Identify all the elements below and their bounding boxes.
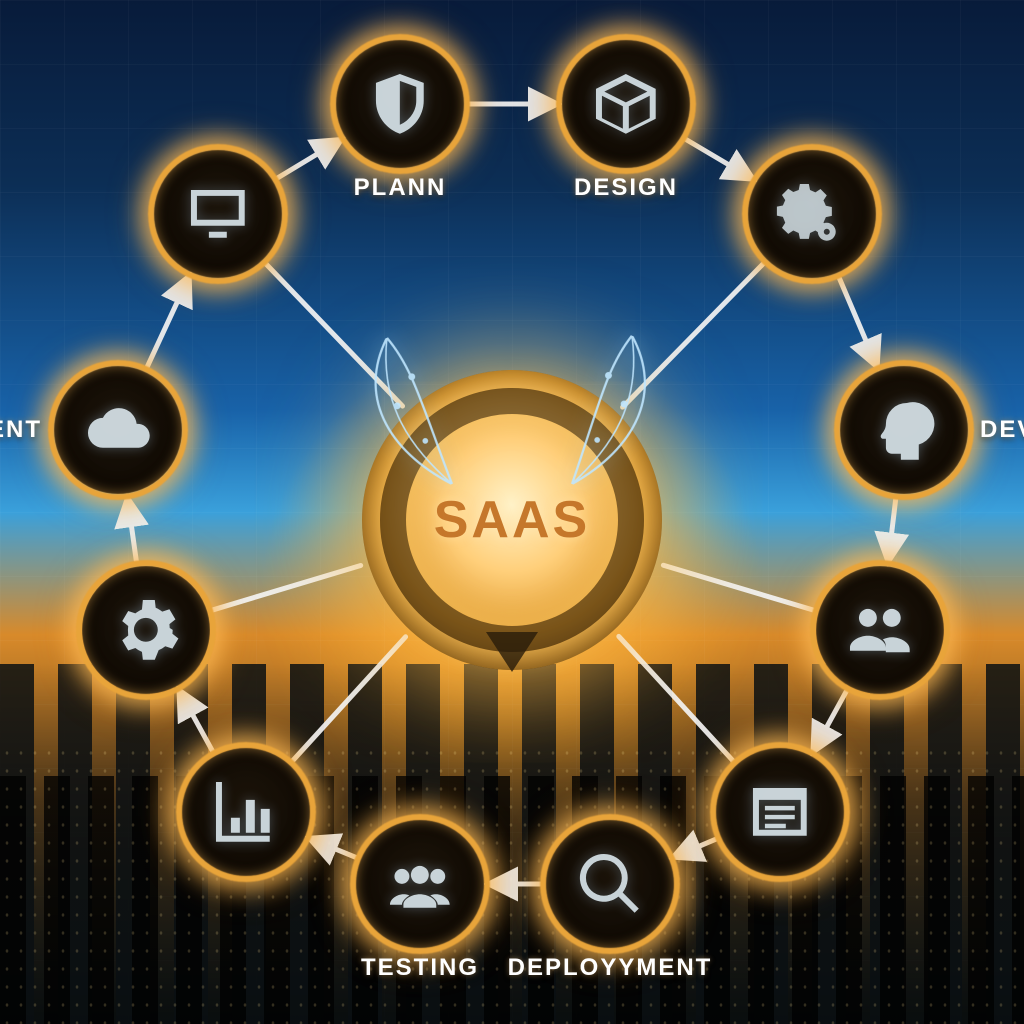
stage-node-deployment: DEPLOYYMENT xyxy=(546,820,674,948)
stage-label: DEVELOPMENT xyxy=(0,416,42,444)
magnify-icon xyxy=(574,848,646,920)
group-icon xyxy=(384,848,456,920)
stage-node-n_ml xyxy=(82,566,210,694)
stage-label: PLANN xyxy=(354,174,447,202)
infographic-stage: SAAS PLANN DESIGN DEVELOPMENT DEVELOPMENT TE… xyxy=(0,0,1024,1024)
stage-node-n_bl xyxy=(182,748,310,876)
stage-node-n_mr xyxy=(816,566,944,694)
stage-label: DEPLOYYMENT xyxy=(508,954,713,982)
cloud-icon xyxy=(82,394,154,466)
stage-node-design: DESIGN xyxy=(562,40,690,168)
hub-cycle-arrowhead xyxy=(486,632,538,672)
stage-node-n_tl xyxy=(154,150,282,278)
box-icon xyxy=(590,68,662,140)
stage-node-testing: TESTING xyxy=(356,820,484,948)
stage-node-n_br xyxy=(716,748,844,876)
stage-label: DESIGN xyxy=(574,174,678,202)
city-window-lights xyxy=(0,744,1024,1024)
stage-node-dev_left: DEVELOPMENT xyxy=(54,366,182,494)
stage-label: TESTING xyxy=(361,954,479,982)
shield-icon xyxy=(364,68,436,140)
stage-label: DEVELOPMENT xyxy=(980,416,1024,444)
stage-node-dev_right: DEVELOPMENT xyxy=(840,366,968,494)
stage-node-plann: PLANN xyxy=(336,40,464,168)
monitor-icon xyxy=(182,178,254,250)
saas-hub: SAAS xyxy=(362,370,662,670)
window-icon xyxy=(744,776,816,848)
stage-node-n_tr xyxy=(748,150,876,278)
gear-icon xyxy=(110,594,182,666)
gears-icon xyxy=(776,178,848,250)
city-silhouette-near xyxy=(0,776,1024,1024)
head-icon xyxy=(868,394,940,466)
people-icon xyxy=(844,594,916,666)
chart-icon xyxy=(210,776,282,848)
